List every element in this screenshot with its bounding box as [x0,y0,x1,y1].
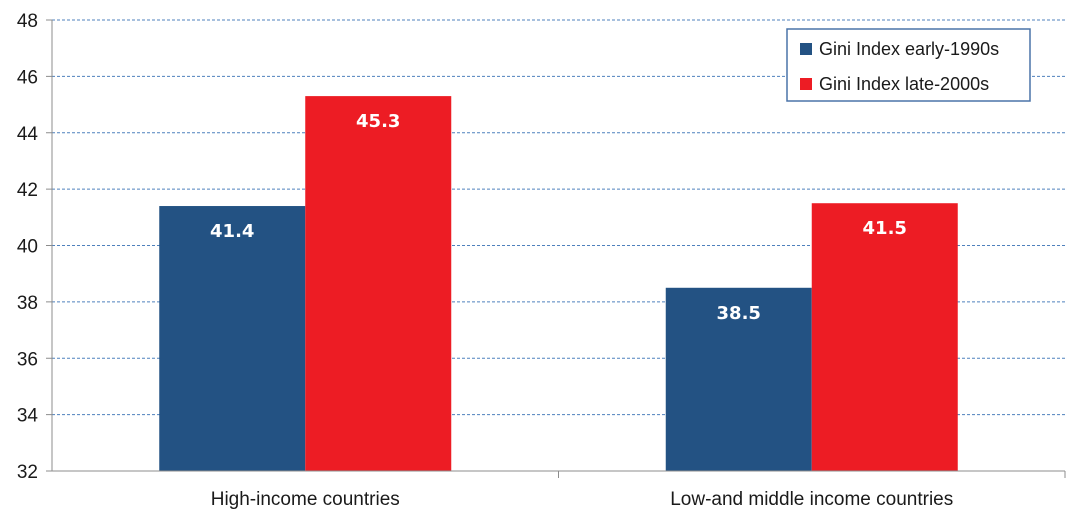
legend: Gini Index early-1990s Gini Index late-20… [786,28,1031,102]
gridlines [52,19,1065,416]
y-tick-label: 34 [17,406,39,427]
legend-label: Gini Index late-2000s [819,74,989,94]
bar [305,96,452,471]
y-tick-label: 32 [17,462,38,483]
category-labels: High-income countries Low-and middle inco… [211,489,954,510]
legend-label: Gini Index early-1990s [819,39,999,59]
y-tick-label: 36 [17,349,38,370]
y-tick-label: 42 [17,180,38,201]
data-label: 38.5 [717,303,761,324]
x-axis [51,20,1066,478]
y-tick-label: 48 [17,11,38,32]
bar [665,287,812,471]
data-label: 41.5 [863,218,907,239]
legend-swatch [800,43,812,55]
legend-swatch [800,78,812,90]
data-labels: 41.4 45.3 38.5 41.5 [210,111,907,324]
category-label: High-income countries [211,489,400,510]
y-tick-label: 46 [17,67,38,88]
bars [159,96,958,471]
category-label: Low-and middle income countries [670,489,953,510]
y-tick-label: 38 [17,293,38,314]
y-axis-ticks: 32 34 36 38 40 42 44 46 48 [17,11,52,483]
data-label: 45.3 [356,111,400,132]
legend-box [786,28,1031,102]
data-label: 41.4 [210,221,254,242]
y-tick-label: 44 [17,124,39,145]
bar [811,203,958,471]
y-tick-label: 40 [17,237,38,258]
bar [159,206,306,471]
